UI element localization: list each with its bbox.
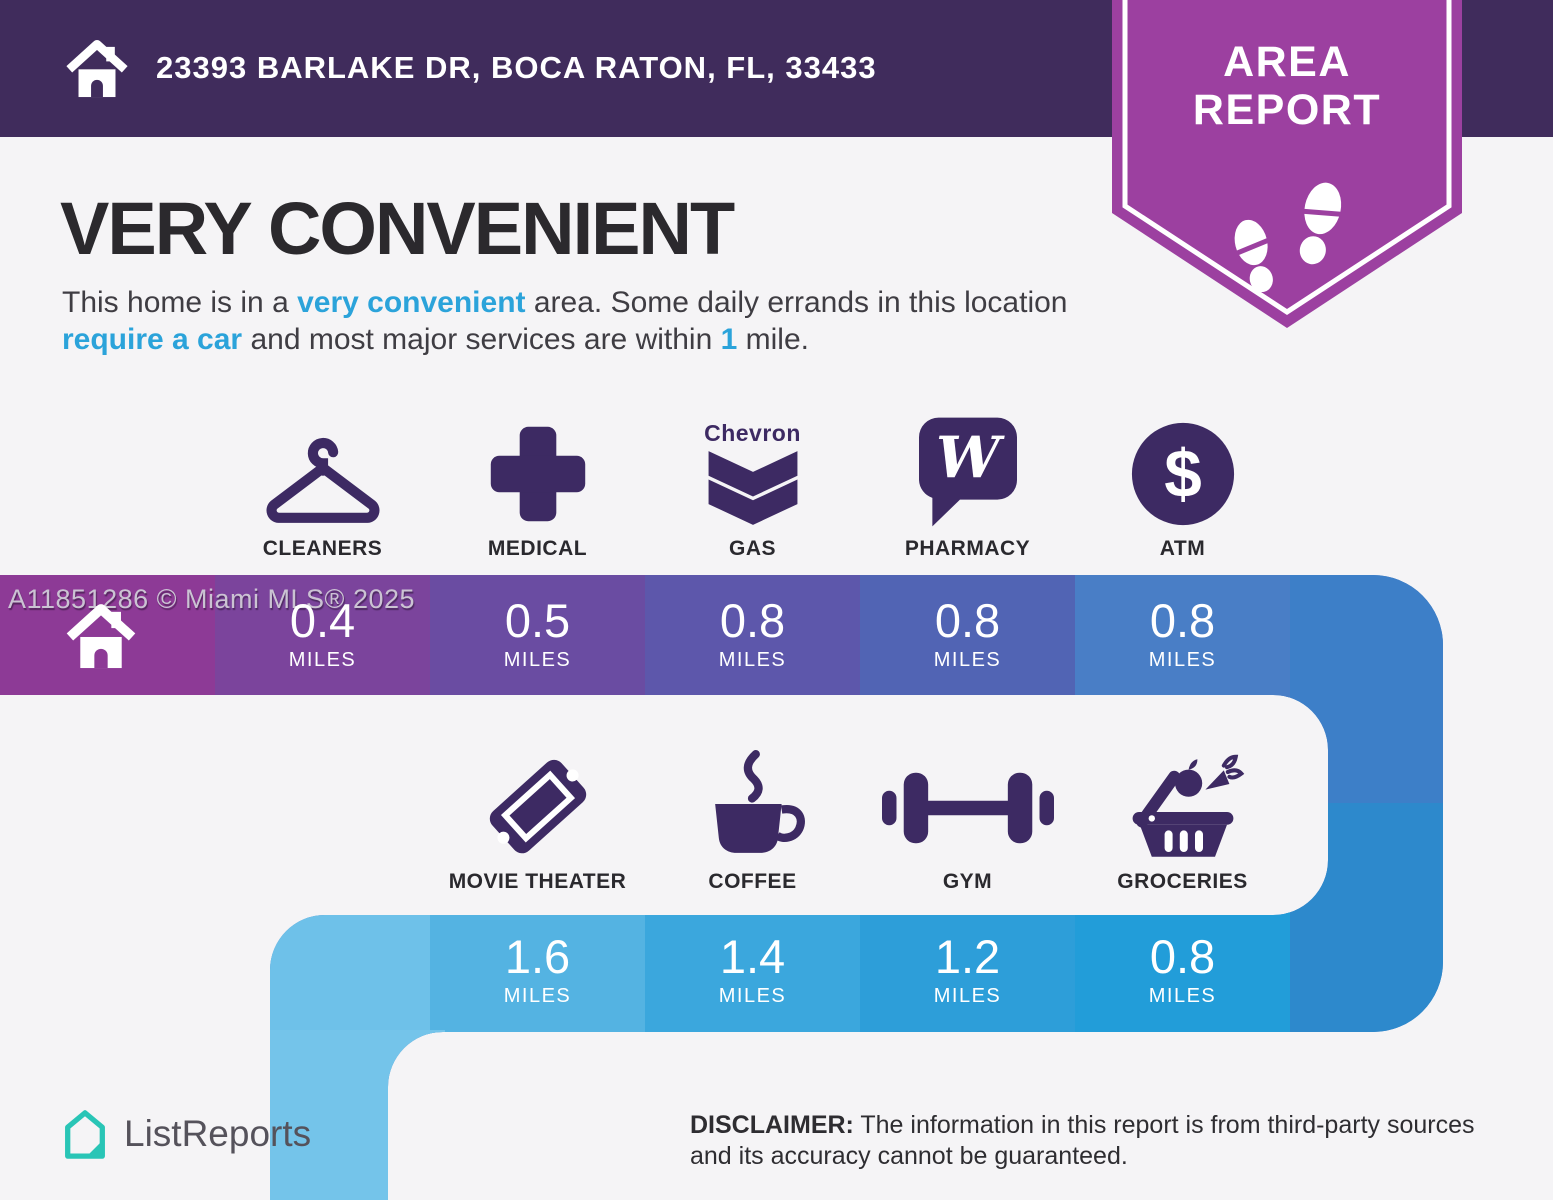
disclaimer-text: The information in this report is from t… <box>690 1111 1475 1170</box>
home-icon <box>66 39 128 98</box>
poi-label: MOVIE THEATER <box>448 870 627 893</box>
chevron-gas-icon <box>708 451 797 525</box>
page-title: VERY CONVENIENT <box>60 187 735 270</box>
poi-label: PHARMACY <box>904 537 1031 560</box>
poi-cleaners: CLEANERS <box>215 415 430 561</box>
desc-highlight-require-a-car: require a car <box>62 323 243 356</box>
listreports-logo: ListReports <box>60 1106 311 1162</box>
poi-label: COFFEE <box>708 870 797 893</box>
poi-coffee: COFFEE <box>645 748 860 894</box>
distance-pharmacy: 0.8 MILES <box>933 594 1002 671</box>
poi-groceries: GROCERIES <box>1075 748 1290 894</box>
desc-highlight-very-convenient: very convenient <box>297 286 526 319</box>
distance-gas: 0.8 MILES <box>718 594 787 671</box>
poi-label: GROCERIES <box>1117 870 1248 893</box>
dumbbell-icon <box>881 772 1054 844</box>
desc-text: and most major services are within <box>242 323 721 356</box>
property-address: 23393 BARLAKE DR, BOCA RATON, FL, 33433 <box>156 50 877 85</box>
distance-coffee: 1.4 MILES <box>718 930 787 1007</box>
badge-line2: REPORT <box>1192 86 1382 134</box>
walgreens-w-glyph: W <box>935 424 1004 491</box>
description-paragraph: This home is in a very convenient area. … <box>62 284 1092 358</box>
poi-label: GYM <box>942 870 993 893</box>
badge-line1: AREA <box>1223 38 1351 86</box>
grocery-basket-icon <box>1132 754 1244 857</box>
poi-pharmacy: W PHARMACY <box>860 415 1075 561</box>
poi-movie-theater: MOVIE THEATER <box>430 748 645 894</box>
poi-label: CLEANERS <box>262 537 383 560</box>
dollar-glyph: $ <box>1164 437 1202 512</box>
listreports-brand-text: ListReports <box>124 1113 312 1154</box>
poi-gym: GYM <box>860 748 1075 894</box>
poi-medical: MEDICAL <box>430 415 645 561</box>
listreports-house-icon <box>65 1110 105 1159</box>
footprints-icon <box>1234 182 1342 293</box>
mls-watermark: A11851286 © Miami MLS® 2025 <box>8 584 416 614</box>
chevron-brand-text: Chevron <box>704 420 801 446</box>
distance-groceries: 0.8 MILES <box>1148 930 1217 1007</box>
disclaimer-label: DISCLAIMER: <box>690 1111 854 1139</box>
distance-atm: 0.8 MILES <box>1148 594 1217 671</box>
poi-label: GAS <box>728 537 776 560</box>
desc-highlight-1: 1 <box>720 323 738 356</box>
distance-gym: 1.2 MILES <box>933 930 1002 1007</box>
poi-label: ATM <box>1159 537 1206 560</box>
home-start-icon <box>66 604 136 669</box>
distance-medical: 0.5 MILES <box>503 594 572 671</box>
ticket-icon <box>489 759 586 854</box>
badge-title: AREA REPORT <box>1112 38 1462 134</box>
distance-cleaners: 0.4 MILES <box>288 594 357 671</box>
desc-text: mile. <box>737 323 809 356</box>
walgreens-icon: W <box>918 417 1017 527</box>
poi-atm: $ ATM <box>1075 415 1290 561</box>
area-report-badge <box>1112 0 1462 328</box>
poi-label: MEDICAL <box>487 537 588 560</box>
dollar-circle-icon: $ <box>1131 422 1234 526</box>
poi-gas: Chevron GAS <box>645 415 860 561</box>
disclaimer: DISCLAIMER: The information in this repo… <box>690 1110 1500 1172</box>
medical-cross-icon <box>490 426 585 522</box>
desc-text: area. Some daily errands in this locatio… <box>525 286 1068 319</box>
hanger-icon <box>266 437 379 523</box>
coffee-cup-icon <box>714 750 805 853</box>
desc-text: This home is in a <box>62 286 298 319</box>
distance-movie-theater: 1.6 MILES <box>503 930 572 1007</box>
